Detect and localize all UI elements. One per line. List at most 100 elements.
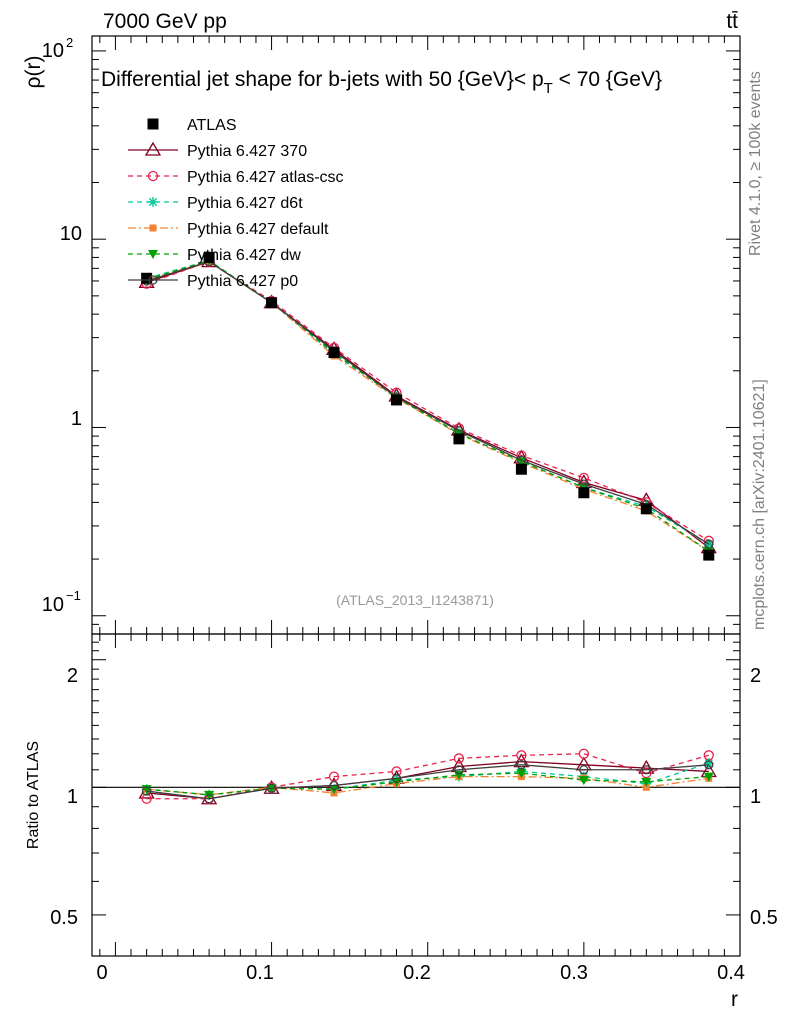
- x-tick-label-0.3: 0.3: [560, 962, 588, 984]
- series-default: [143, 258, 713, 799]
- legend-entry-p0: Pythia 6.427 p0: [128, 273, 298, 290]
- legend-entry-dw: Pythia 6.427 dw: [128, 247, 301, 264]
- series-d6t: [141, 255, 714, 800]
- ratio-point-p0: [329, 780, 339, 791]
- ratio-point-p0: [641, 765, 651, 775]
- ratio-tick-label-1-right: 1: [750, 786, 761, 808]
- legend-marker-p0: [148, 275, 158, 285]
- ratio-point-p370: [638, 759, 655, 774]
- legend-label-p0: Pythia 6.427 p0: [187, 273, 298, 290]
- legend-label-atlas_csc: Pythia 6.427 atlas-csc: [187, 169, 344, 186]
- ratio-tick-label-0.5-right: 0.5: [750, 907, 778, 929]
- series-line-default: [146, 260, 710, 552]
- series-layer: [138, 251, 717, 805]
- point-ATLAS: [203, 251, 215, 263]
- ratio-point-p0: [704, 760, 714, 770]
- legend-marker-ATLAS: [147, 118, 159, 130]
- ratio-line-dw: [146, 772, 709, 796]
- point-ATLAS: [515, 463, 527, 475]
- series-line-dw: [146, 259, 710, 552]
- ratio-point-p0: [266, 783, 277, 793]
- point-ATLAS: [578, 487, 590, 499]
- y-tick-label-10: 10: [60, 223, 82, 245]
- legend-entry-p370: Pythia 6.427 370: [128, 141, 307, 160]
- series-line-p0: [146, 260, 710, 545]
- ratio-point-p0: [204, 794, 214, 804]
- ratio-point-atlas_csc: [516, 750, 527, 761]
- y-tick-label-0.1: 10: [42, 594, 64, 616]
- legend-label-default: Pythia 6.427 default: [187, 221, 329, 238]
- x-axis-label: r: [731, 988, 738, 1011]
- legend-marker-default: [149, 224, 157, 232]
- ratio-point-dw: [516, 769, 527, 779]
- y-tick-label-1: 1: [71, 408, 82, 430]
- point-ATLAS: [141, 272, 153, 284]
- series-p370: [138, 253, 717, 805]
- rivet-label: Rivet 4.1.0, ≥ 100k events: [747, 71, 764, 256]
- x-tick-label-0.1: 0.1: [246, 962, 274, 984]
- ratio-tick-label-2-right: 2: [750, 665, 761, 687]
- point-ATLAS: [453, 433, 465, 445]
- ratio-point-p0: [391, 773, 402, 783]
- ratio-y-axis-label: Ratio to ATLAS: [25, 741, 42, 849]
- y-tick-exp-0.1: −1: [66, 588, 81, 603]
- series-line-p370: [146, 260, 710, 549]
- legend-label-dw: Pythia 6.427 dw: [187, 247, 301, 264]
- legend-marker-p370: [144, 141, 162, 156]
- analysis-watermark: (ATLAS_2013_I1243871): [336, 592, 494, 608]
- ratio-point-default: [642, 783, 650, 791]
- x-tick-label-0: 0: [96, 962, 107, 984]
- point-d6t-stroke: [704, 540, 713, 549]
- legend: ATLAS Pythia 6.427 370 Pythia 6.427 atlas-…: [128, 117, 344, 290]
- ratio-point-p0: [579, 765, 589, 775]
- x-tick-label-0.4: 0.4: [717, 962, 745, 984]
- legend-marker-atlas_csc: [147, 170, 159, 182]
- ratio-point-p0: [516, 760, 527, 770]
- legend-entry-atlas_csc: Pythia 6.427 atlas-csc: [128, 169, 344, 186]
- point-ATLAS: [640, 503, 652, 515]
- series-ATLAS: [141, 251, 715, 561]
- y-axis-label: ρ(r): [22, 56, 45, 89]
- series-dw: [141, 256, 714, 800]
- ratio-tick-label-0.5: 0.5: [50, 907, 78, 929]
- y-tick-label-100: 10: [42, 40, 64, 62]
- ratio-point-p0: [454, 765, 464, 775]
- legend-entry-d6t: Pythia 6.427 d6t: [128, 195, 303, 212]
- point-ATLAS: [328, 347, 340, 359]
- ratio-point-p370: [575, 756, 592, 771]
- series-line-atlas_csc: [146, 260, 710, 542]
- process-label: tt̄: [726, 10, 738, 33]
- legend-marker-dw: [148, 250, 158, 259]
- point-atlas_csc: [578, 472, 590, 484]
- legend-label-ATLAS: ATLAS: [187, 117, 237, 134]
- axis-ticks: [92, 36, 741, 957]
- legend-label-d6t: Pythia 6.427 d6t: [187, 195, 303, 212]
- point-ATLAS: [266, 297, 278, 309]
- series-atlas_csc: [141, 256, 714, 804]
- mcplots-label: mcplots.cern.ch [arXiv:2401.10621]: [751, 379, 768, 630]
- legend-entry-default: Pythia 6.427 default: [128, 221, 329, 238]
- series-line-d6t: [146, 259, 710, 545]
- legend-marker-d6t: [148, 197, 158, 207]
- ratio-point-dw: [641, 777, 652, 787]
- ratio-line-p0: [146, 764, 709, 800]
- y-tick-exp-100: 2: [66, 35, 73, 50]
- ratio-point-dw: [703, 772, 714, 782]
- point-ATLAS: [703, 549, 715, 561]
- legend-entry-ATLAS: ATLAS: [147, 117, 237, 134]
- series-p0: [142, 256, 714, 804]
- ratio-point-atlas_csc: [578, 748, 590, 759]
- ratio-point-atlas_csc: [453, 753, 465, 764]
- point-p0: [704, 539, 714, 549]
- legend-label-p370: Pythia 6.427 370: [187, 143, 307, 160]
- point-ATLAS: [390, 394, 402, 406]
- ratio-point-p0: [142, 786, 152, 796]
- ratio-tick-label-2: 2: [67, 665, 78, 687]
- legend-marker-d6t-stroke: [148, 197, 158, 207]
- ratio-point-atlas_csc: [641, 768, 652, 779]
- ratio-point-dw: [578, 776, 589, 786]
- ratio-point-atlas_csc: [141, 793, 152, 804]
- ratio-plot-frame: [91, 633, 741, 957]
- chart-title: Differential jet shape for b-jets with 5…: [101, 68, 662, 97]
